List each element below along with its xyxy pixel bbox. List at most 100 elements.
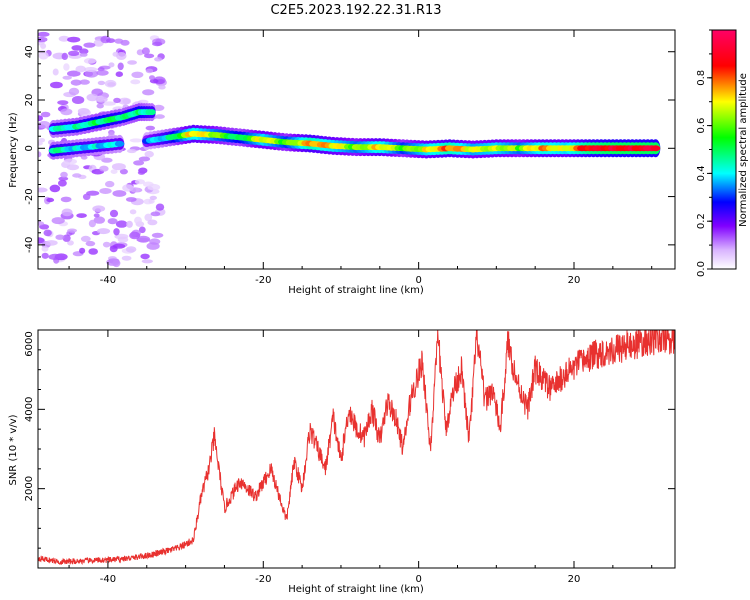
- spectrogram-noise-blob: [150, 211, 161, 217]
- spectrogram-noise-blob: [105, 180, 115, 188]
- spectrogram-noise-blob: [96, 228, 111, 235]
- spectrogram-noise-blob: [52, 68, 59, 76]
- spectrogram-noise-blob: [93, 213, 100, 218]
- spectrogram-noise-blob: [152, 41, 163, 47]
- spectrogram-upper-branch-cell: [148, 109, 156, 116]
- spectrogram-noise-blob: [130, 187, 140, 193]
- spectrogram-noise-blob: [38, 115, 43, 122]
- snr-series-line: [38, 330, 675, 566]
- spectrogram-noise-blob: [85, 240, 96, 247]
- spectrogram-noise-blob: [151, 232, 164, 238]
- spectrogram-x-tick-label: 20: [568, 275, 581, 286]
- snr-x-tick-label: -20: [255, 574, 271, 585]
- spectrogram-noise-blob: [79, 52, 88, 57]
- spectrogram-noise-blob: [57, 100, 69, 105]
- spectrogram-noise-blob: [60, 108, 73, 116]
- spectrogram-noise-blob: [55, 234, 65, 240]
- spectrogram-y-axis-label: Frequency (Hz): [8, 112, 19, 188]
- spectrogram-noise-blob: [71, 96, 85, 104]
- spectrogram-noise-blob: [41, 252, 49, 259]
- colorbar-tick-label: 0.2: [696, 213, 707, 229]
- spectrogram-noise-blob: [140, 253, 150, 260]
- spectrogram-noise-blob: [62, 75, 72, 80]
- spectrogram-noise-blob: [46, 197, 55, 203]
- spectrogram-noise-blob: [138, 226, 146, 234]
- figure-title: C2E5.2023.192.22.31.R13: [270, 3, 441, 18]
- snr-y-tick-label: 2000: [24, 476, 35, 501]
- spectrogram-noise-blob: [116, 52, 127, 60]
- spectrogram-y-tick-label: 20: [24, 94, 35, 107]
- spectrogram-noise-blob: [108, 62, 115, 68]
- spectrogram-noise-blob: [137, 170, 146, 175]
- spectrogram-noise-blob: [63, 63, 70, 71]
- spectrogram-noise-blob: [95, 96, 108, 103]
- spectrogram-noise-blob: [113, 97, 121, 104]
- spectrogram-noise-blob: [72, 173, 82, 178]
- spectrogram-noise-blob: [86, 93, 99, 102]
- spectrogram-noise-blob: [38, 151, 42, 158]
- spectrogram-noise-blob: [136, 235, 151, 243]
- spectrogram-ticks: -40 -20 0 20 -40 -20 0 20 40: [24, 30, 675, 286]
- spectrogram-noise-blob: [107, 218, 118, 225]
- spectrogram-y-tick-label: 40: [24, 45, 35, 58]
- spectrogram-noise-blob: [129, 138, 143, 143]
- spectrogram-noise-blob: [63, 158, 77, 165]
- spectrogram-noise-blob: [60, 196, 72, 203]
- spectrogram-noise-blob: [125, 246, 137, 253]
- colorbar-gradient: [711, 29, 737, 270]
- snr-y-tick-label: 6000: [24, 331, 35, 356]
- spectrogram-x-tick-label: 0: [415, 275, 421, 286]
- spectrogram-noise-blob: [144, 150, 154, 158]
- spectrogram-noise-blob: [115, 71, 124, 77]
- spectrogram-noise-blob: [99, 188, 112, 194]
- spectrogram-x-tick-label: -20: [255, 275, 271, 286]
- spectrogram-noise-blob: [111, 163, 126, 171]
- spectrogram-noise-blob: [147, 183, 161, 191]
- spectrogram-noise-blob: [153, 104, 165, 111]
- spectrogram-noise-blob: [80, 235, 91, 242]
- spectrogram-noise-blob: [141, 47, 150, 55]
- spectrogram-noise-blob: [96, 69, 109, 76]
- spectrogram-noise-blob: [112, 190, 127, 197]
- spectrogram-noise-blob: [58, 35, 70, 42]
- snr-x-axis-label: Height of straight line (km): [288, 584, 424, 595]
- spectrogram-noise-blob: [48, 253, 62, 260]
- spectrogram-noise-blob: [45, 240, 58, 246]
- snr-x-tick-label: 0: [415, 574, 421, 585]
- spectrogram-noise-blob: [49, 184, 61, 193]
- spectrogram-noise-blob: [79, 48, 89, 55]
- spectrogram-noise-blob: [130, 231, 137, 238]
- spectrogram-noise-blob: [115, 220, 128, 228]
- spectrogram-noise-blob: [80, 155, 88, 160]
- spectrogram-y-tick-label: -20: [24, 188, 35, 204]
- spectrogram-noise-blob: [102, 241, 111, 248]
- snr-y-axis-label: SNR (10 * v/v): [8, 414, 19, 485]
- spectrogram-noise-blob: [60, 171, 68, 178]
- spectrogram-noise-blob: [86, 190, 100, 196]
- spectrogram-noise-blob: [38, 36, 48, 43]
- spectrogram-noise-blob: [51, 217, 65, 225]
- colorbar-ticks: 0.0 0.2 0.4 0.6 0.8: [696, 29, 712, 277]
- spectrogram-noise-blob: [68, 87, 80, 96]
- spectrogram-noise-blob: [121, 255, 132, 261]
- spectrogram-noise-blob: [107, 82, 116, 87]
- snr-x-tick-label: 20: [568, 574, 581, 585]
- spectrogram-noise-blob: [125, 197, 137, 202]
- spectrogram-noise-blob: [141, 259, 153, 264]
- spectrogram-noise-blob: [58, 179, 67, 187]
- spectrogram-noise-blob: [67, 36, 81, 43]
- spectrogram-noise-blob: [62, 234, 71, 242]
- spectrogram-noise-blob: [38, 138, 46, 143]
- spectrogram-noise-blob: [93, 216, 106, 224]
- spectrogram-noise-blob: [106, 38, 116, 43]
- spectrogram-noise-blob: [38, 31, 50, 37]
- spectrogram-noise-blob: [99, 165, 109, 172]
- spectrogram-noise-blob: [129, 209, 137, 215]
- spectrogram-noise-blob: [144, 213, 153, 222]
- spectrogram-noise-blob: [119, 168, 128, 175]
- snr-y-tick-label: 4000: [24, 397, 35, 422]
- snr-panel: -40 -20 0 20 2000 4000 6000 Height of straight…: [8, 329, 676, 595]
- spectrogram-noise-blob: [117, 62, 124, 71]
- spectrogram-x-axis-label: Height of straight line (km): [288, 285, 424, 296]
- spectrogram-noise-blob: [92, 205, 106, 212]
